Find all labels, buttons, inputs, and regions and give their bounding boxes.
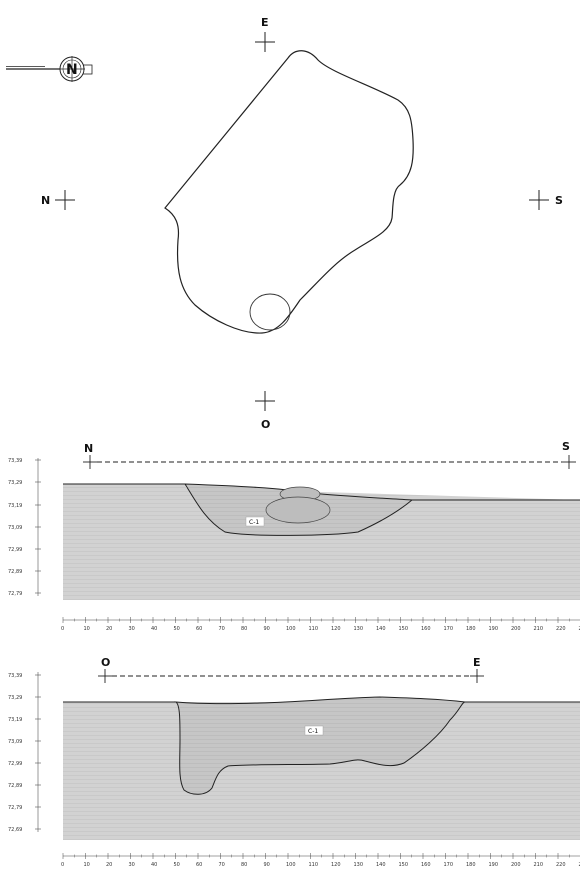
x-scale-label: 190 (489, 862, 499, 868)
x-scale-label: 40 (151, 862, 157, 868)
profile1-y-tick: 73,19 (8, 503, 22, 509)
x-scale-label: 80 (241, 862, 247, 868)
profile2-fill-tag (304, 725, 324, 736)
profile1-y-tick: 72,89 (8, 569, 22, 575)
profile1-y-tick: 73,39 (8, 458, 22, 464)
x-scale-label: 20 (106, 626, 112, 632)
profile1-reference (83, 455, 576, 469)
pit-outline (164, 50, 414, 334)
profile1-fill-label: C-1 (249, 519, 259, 526)
x-scale-label: 130 (354, 626, 364, 632)
x-scale-label: 23 (579, 626, 580, 632)
pit-feature-circle (249, 293, 291, 331)
x-scale-label: 10 (84, 862, 90, 868)
x-scale-label: 110 (309, 862, 319, 868)
x-scale-label: 140 (376, 626, 386, 632)
profile2-reference (98, 669, 484, 683)
profile2-pit-fill (174, 696, 466, 795)
profile1-surface-line (63, 483, 580, 501)
x-scale-label: 0 (61, 626, 64, 632)
profile1-x-ticks: 0 10 20 30 40 50 60 70 80 90 100 110 120 130 140 150 160… (61, 617, 580, 632)
x-scale-label: 100 (286, 862, 296, 868)
x-scale-label: 10 (84, 626, 90, 632)
x-scale-label: 20 (106, 862, 112, 868)
profile1-left-label: N (84, 442, 93, 455)
x-scale-label: 180 (466, 862, 476, 868)
profile2-fill-label: C-1 (308, 728, 318, 735)
x-scale-label: 120 (331, 862, 341, 868)
x-scale-label: 190 (489, 626, 499, 632)
profile2-y-tick: 73,09 (8, 739, 22, 745)
north-arrow-icon (6, 56, 93, 82)
profile2-y-tick: 72,69 (8, 827, 22, 833)
x-scale-label: 210 (534, 626, 544, 632)
profile1-fill-tag (245, 516, 265, 527)
x-scale-label: 170 (444, 626, 454, 632)
profile1-surface-left (63, 484, 190, 500)
profile1-y-tick: 72,99 (8, 547, 22, 553)
x-scale-label: 220 (556, 626, 566, 632)
crosshair-right (529, 190, 549, 210)
x-scale-label: 180 (466, 626, 476, 632)
profile1-y-ticks: 73,39 73,29 73,19 73,09 72,99 72,89 72,7… (8, 458, 22, 597)
x-scale-label: 220 (556, 862, 566, 868)
profile2-y-tick: 73,29 (8, 695, 22, 701)
x-scale-label: 210 (534, 862, 544, 868)
x-scale-label: 140 (376, 862, 386, 868)
plan-label-top: E (261, 16, 269, 29)
crosshair-bottom (255, 391, 275, 411)
x-scale-label: 150 (399, 862, 409, 868)
profile1-y-tick: 72,79 (8, 591, 22, 597)
x-scale-label: 80 (241, 626, 247, 632)
profile1-y-tick: 73,29 (8, 480, 22, 486)
profile2-y-tick: 72,89 (8, 783, 22, 789)
x-scale-label: 70 (219, 626, 225, 632)
x-scale-label: 110 (309, 626, 319, 632)
x-scale-label: 170 (444, 862, 454, 868)
x-scale-label: 130 (354, 862, 364, 868)
x-scale-label: 30 (129, 626, 135, 632)
crosshair-top (255, 32, 275, 52)
profile2-y-tick: 73,19 (8, 717, 22, 723)
plan-label-right: S (555, 194, 563, 207)
profile1-soil (63, 484, 580, 600)
profile2-y-tick: 72,99 (8, 761, 22, 767)
profile2-x-ticks: 0 10 20 30 40 50 60 70 80 90 100 110 120 130 140 150 160… (61, 853, 580, 868)
x-scale-label: 90 (264, 862, 270, 868)
x-scale-label: 2 (579, 862, 580, 868)
x-scale-label: 150 (399, 626, 409, 632)
crosshair-left (55, 190, 75, 210)
x-scale-label: 90 (264, 626, 270, 632)
plan-label-bottom: O (261, 418, 270, 431)
profile2-y-ticks: 73,39 73,29 73,19 73,09 72,99 72,89 72,7… (8, 673, 22, 833)
north-arrow-letter: N (66, 62, 78, 78)
profile2-y-axis (35, 672, 41, 832)
profile1-stone-lower (265, 496, 331, 524)
x-scale-label: 100 (286, 626, 296, 632)
profile1-y-tick: 73,09 (8, 525, 22, 531)
x-scale-label: 60 (196, 862, 202, 868)
profile2-right-label: E (473, 656, 481, 669)
profile2-y-tick: 72,79 (8, 805, 22, 811)
x-scale-label: 60 (196, 626, 202, 632)
profile1-y-axis (35, 458, 41, 596)
profile1-right-label: S (562, 440, 570, 453)
x-scale-label: 30 (129, 862, 135, 868)
x-scale-label: 160 (421, 862, 431, 868)
x-scale-label: 0 (61, 862, 64, 868)
x-scale-label: 200 (511, 862, 521, 868)
profile2-left-label: O (101, 656, 110, 669)
x-scale-label: 160 (421, 626, 431, 632)
x-scale-label: 120 (331, 626, 341, 632)
x-scale-label: 40 (151, 626, 157, 632)
x-scale-label: 200 (511, 626, 521, 632)
x-scale-label: 50 (174, 626, 180, 632)
plan-label-left: N (41, 194, 50, 207)
x-scale-label: 70 (219, 862, 225, 868)
x-scale-label: 50 (174, 862, 180, 868)
profile2-y-tick: 73,39 (8, 673, 22, 679)
